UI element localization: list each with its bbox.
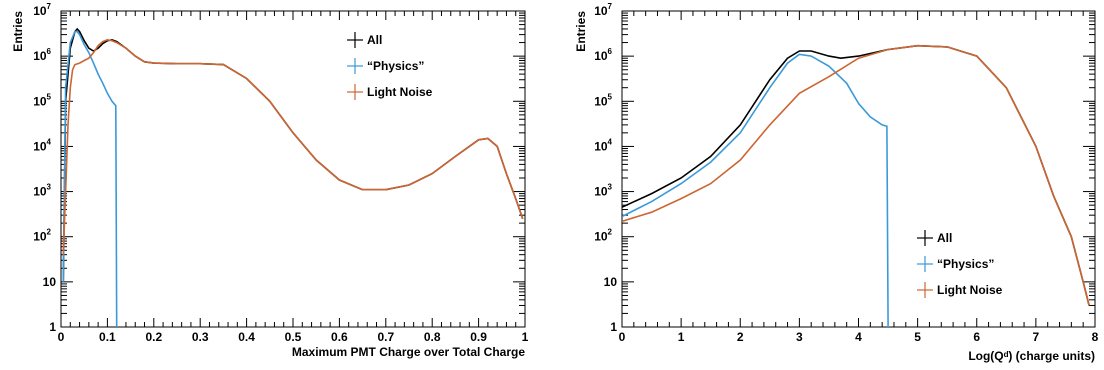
x-tick-label: 1 (678, 330, 685, 344)
x-tick-label: 0.3 (192, 330, 209, 344)
x-tick-label: 0.4 (238, 330, 255, 344)
y-tick-label: 105 (33, 92, 51, 108)
x-tick-label: 8 (1092, 330, 1099, 344)
y-tick-label: 103 (33, 183, 51, 199)
y-tick-label: 10 (604, 275, 618, 289)
legend-label: Light Noise (937, 283, 1003, 297)
y-tick-label: 107 (33, 2, 51, 18)
series-line-light-noise (622, 44, 1090, 306)
x-tick-label: 0.7 (377, 330, 394, 344)
y-tick-label: 1 (49, 320, 56, 334)
series-line-physics (622, 53, 890, 327)
x-tick-label: 0.8 (424, 330, 441, 344)
series-line-light-noise (62, 38, 524, 255)
x-tick-label: 0 (619, 330, 626, 344)
y-tick-label: 103 (594, 183, 612, 199)
y-tick-label: 107 (594, 2, 612, 18)
legend-label: All (367, 33, 382, 47)
legend-label: “Physics” (367, 59, 424, 73)
plot-frame (60, 10, 526, 328)
y-tick-label: 1 (610, 320, 617, 334)
y-tick-label: 104 (33, 137, 51, 153)
x-tick-label: 0 (58, 330, 65, 344)
legend: All “Physics” Light Noise (917, 230, 1003, 298)
series-line-physics (62, 30, 118, 327)
x-axis-title: Log(Qᵈ) (charge units) (968, 349, 1095, 363)
x-tick-label: 1 (522, 330, 529, 344)
x-tick-label: 3 (796, 330, 803, 344)
panel-1: 0 0.1 0.2 0.3 0.4 0.5 0.6 0.7 0.8 0.9 1 1 10 102 103 10… (11, 2, 529, 359)
y-tick-label: 105 (594, 92, 612, 108)
y-tick-label: 106 (594, 47, 612, 63)
legend-label: All (937, 231, 952, 245)
x-tick-label: 7 (1033, 330, 1040, 344)
y-axis-title: Entries (574, 11, 588, 52)
x-tick-label: 0.2 (145, 330, 162, 344)
legend-label: Light Noise (367, 85, 433, 99)
legend-label: “Physics” (937, 257, 994, 271)
y-tick-label: 106 (33, 47, 51, 63)
x-tick-label: 0.1 (99, 330, 116, 344)
x-tick-label: 4 (855, 330, 862, 344)
x-tick-label: 0.5 (285, 330, 302, 344)
y-tick-label: 102 (33, 228, 51, 244)
x-axis-title: Maximum PMT Charge over Total Charge (292, 345, 525, 359)
y-tick-label: 10 (43, 275, 57, 289)
series-line-all (62, 27, 524, 282)
y-tick-label: 104 (594, 137, 612, 153)
x-tick-label: 6 (973, 330, 980, 344)
x-tick-label: 0.9 (470, 330, 487, 344)
x-tick-label: 5 (914, 330, 921, 344)
y-axis-title: Entries (11, 11, 25, 52)
x-tick-label: 2 (737, 330, 744, 344)
y-tick-label: 102 (594, 228, 612, 244)
x-tick-label: 0.6 (331, 330, 348, 344)
legend: All “Physics” Light Noise (347, 32, 433, 100)
